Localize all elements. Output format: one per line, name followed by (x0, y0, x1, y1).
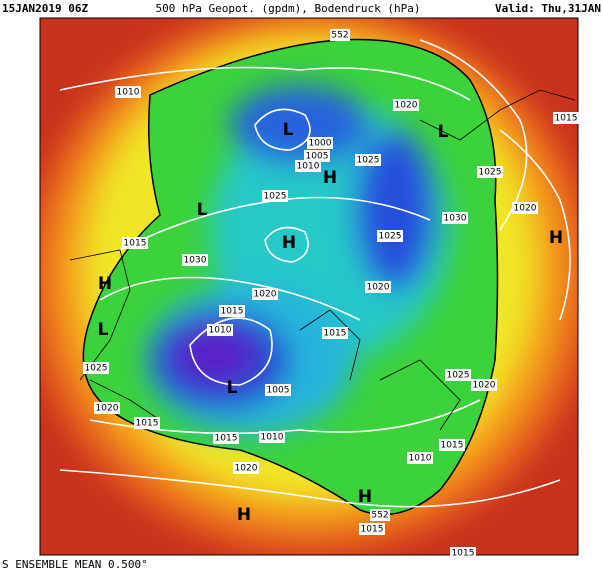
label-box (94, 402, 120, 414)
label-box (477, 166, 503, 178)
valid-time: Valid: Thu,31JAN (495, 2, 601, 15)
isobar-label: 1010 (409, 454, 432, 464)
pressure-center: H (549, 228, 563, 248)
map-frame (39, 17, 579, 556)
label-box (122, 237, 148, 249)
isobar-label: 1025 (447, 371, 470, 381)
label-box (115, 86, 141, 98)
isobar-label: 1020 (367, 283, 390, 293)
pressure-center: H (358, 487, 372, 507)
label-box (259, 431, 285, 443)
map-labels: 5521010L10001005101010251020LH1015102510… (83, 29, 579, 559)
isobar-label: 1015 (324, 329, 347, 339)
pressure-center: L (438, 122, 449, 142)
isobar-label: 1005 (306, 152, 329, 162)
label-box (134, 417, 160, 429)
label-box (442, 212, 468, 224)
label-box (359, 523, 385, 535)
isobar-label: 1020 (96, 404, 119, 414)
label-box (407, 452, 433, 464)
label-box (213, 432, 239, 444)
isobar-label: 1025 (85, 364, 108, 374)
isobar-label: 1025 (379, 232, 402, 242)
pressure-center: H (282, 233, 296, 253)
label-box (307, 137, 333, 149)
pressure-center: H (323, 168, 337, 188)
isobar-label: 1025 (357, 156, 380, 166)
isobar-label: 552 (371, 511, 388, 521)
isobar-label: 1015 (441, 441, 464, 451)
isobar-label: 1015 (361, 525, 384, 535)
label-box (262, 190, 288, 202)
isobar-label: 1020 (514, 204, 537, 214)
isobar-label: 1015 (452, 549, 475, 559)
isobar-label: 1005 (267, 386, 290, 396)
isobar-label: 552 (331, 31, 348, 41)
isobar-label: 1010 (261, 433, 284, 443)
label-box (393, 99, 419, 111)
label-box (377, 230, 403, 242)
run-time: 15JAN2019 06Z (2, 2, 88, 15)
isobar-label: 1020 (473, 381, 496, 391)
label-box (553, 112, 579, 124)
pressure-center: L (197, 200, 208, 220)
label-box (83, 362, 109, 374)
isobar-label: 1000 (309, 139, 332, 149)
label-box (365, 281, 391, 293)
label-box (512, 202, 538, 214)
label-box (304, 150, 330, 162)
isobar-label: 1015 (124, 239, 147, 249)
label-box (450, 547, 476, 559)
footer: S ENSEMBLE MEAN 0.500° (2, 558, 148, 571)
pressure-center: L (98, 320, 109, 340)
label-box (322, 327, 348, 339)
isobar-label: 1015 (215, 434, 238, 444)
pressure-center: H (98, 274, 112, 294)
isobar-label: 1010 (117, 88, 140, 98)
isobar-label: 1015 (555, 114, 578, 124)
isobar-label: 1030 (444, 214, 467, 224)
isobar-label: 1010 (297, 162, 320, 172)
isobar-label: 1030 (184, 256, 207, 266)
label-box (445, 369, 471, 381)
label-box (439, 439, 465, 451)
map-field (40, 18, 578, 555)
label-box (295, 160, 321, 172)
isobar-label: 1015 (136, 419, 159, 429)
label-box (265, 384, 291, 396)
map-title: 500 hPa Geopot. (gpdm), Bodendruck (hPa) (156, 2, 421, 15)
isobar-label: 1020 (395, 101, 418, 111)
isobar-label: 1010 (209, 326, 232, 336)
label-box (233, 462, 259, 474)
pressure-center: L (227, 378, 238, 398)
isobar-label: 1025 (479, 168, 502, 178)
isobar-label: 1015 (221, 307, 244, 317)
pressure-center: L (283, 120, 294, 140)
label-box (219, 305, 245, 317)
isobar-label: 1020 (254, 290, 277, 300)
label-box (252, 288, 278, 300)
label-box (207, 324, 233, 336)
label-box (471, 379, 497, 391)
isobar-label: 1025 (264, 192, 287, 202)
label-box (182, 254, 208, 266)
pressure-center: H (237, 505, 251, 525)
label-box (355, 154, 381, 166)
label-box (330, 29, 350, 41)
label-box (370, 509, 390, 521)
isobar-label: 1020 (235, 464, 258, 474)
